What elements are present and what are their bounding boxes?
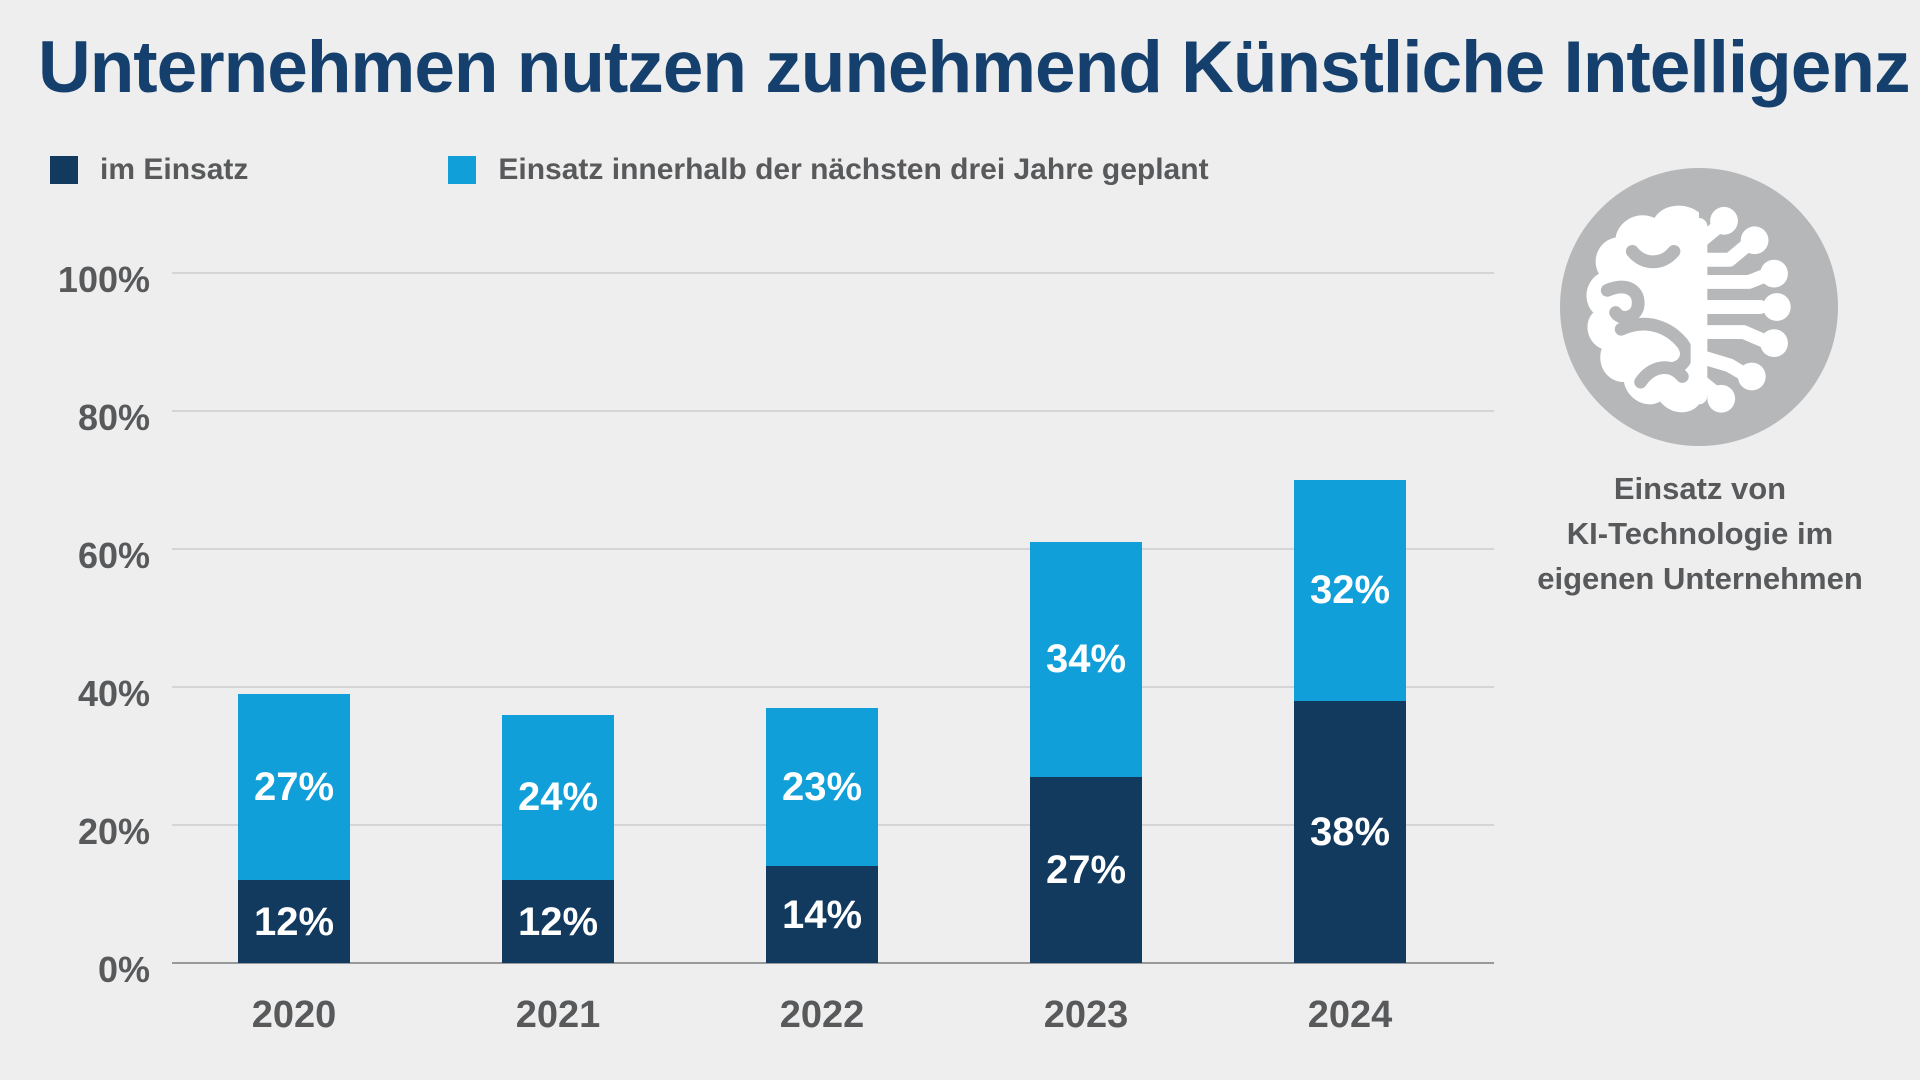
legend-label: Einsatz innerhalb der nächsten drei Jahr… [498, 153, 1209, 186]
legend: im Einsatz Einsatz innerhalb der nächste… [50, 152, 1209, 188]
y-axis-label: 100% [57, 259, 150, 300]
y-axis-label: 0% [97, 949, 150, 990]
gridline [172, 272, 1494, 274]
gridline [172, 410, 1494, 412]
bar-value-label: 12% [253, 899, 335, 944]
bar-value-label: 12% [517, 899, 599, 944]
legend-label: im Einsatz [100, 153, 249, 186]
bar-segment-geplant-2024 [1294, 480, 1406, 701]
brain-circuit-icon [1560, 168, 1838, 446]
legend-swatch-dark-blue [50, 156, 78, 184]
bar-value-label: 27% [1045, 847, 1127, 892]
bar-value-label: 34% [1045, 637, 1127, 682]
bar-segment-im-einsatz-2023 [1030, 776, 1142, 963]
y-axis-label: 60% [77, 535, 150, 576]
gridline [172, 686, 1494, 688]
bar-segment-im-einsatz-2022 [766, 866, 878, 963]
bar-segment-geplant-2021 [502, 714, 614, 881]
bar-value-label: 32% [1309, 568, 1391, 613]
x-axis-label-2021: 2021 [515, 994, 601, 1036]
side-caption: Einsatz von KI-Technologie im eigenen Un… [1480, 466, 1920, 601]
side-caption-line: KI-Technologie im [1566, 516, 1834, 551]
bar-value-label: 23% [781, 765, 863, 810]
x-axis-label-2023: 2023 [1043, 994, 1129, 1036]
y-axis-label: 40% [77, 673, 150, 714]
y-axis-label: 80% [77, 397, 150, 438]
bar-segment-im-einsatz-2021 [502, 880, 614, 963]
x-axis-label-2024: 2024 [1307, 994, 1393, 1036]
bar-value-label: 14% [781, 892, 863, 937]
bar-segment-im-einsatz-2024 [1294, 700, 1406, 963]
x-axis-label-2020: 2020 [251, 994, 337, 1036]
side-caption-line: eigenen Unternehmen [1537, 561, 1863, 596]
legend-item-im-einsatz: im Einsatz [50, 153, 248, 187]
bar-value-label: 24% [517, 775, 599, 820]
bar-segment-im-einsatz-2020 [238, 880, 350, 963]
bar-segment-geplant-2020 [238, 693, 350, 881]
bar-value-label: 38% [1309, 809, 1391, 854]
legend-item-geplant: Einsatz innerhalb der nächsten drei Jahr… [448, 153, 1209, 187]
bar-segment-geplant-2023 [1030, 542, 1142, 777]
x-axis-label-2022: 2022 [779, 994, 865, 1036]
legend-swatch-light-blue [448, 156, 477, 184]
gridline [172, 548, 1494, 550]
bar-value-label: 27% [253, 765, 335, 810]
x-axis-line [172, 962, 1494, 964]
page-title: Unternehmen nutzen zunehmend Künstliche … [38, 27, 1910, 108]
y-axis-label: 20% [77, 811, 150, 852]
bar-segment-geplant-2022 [766, 707, 878, 867]
side-caption-line: Einsatz von [1613, 471, 1787, 506]
